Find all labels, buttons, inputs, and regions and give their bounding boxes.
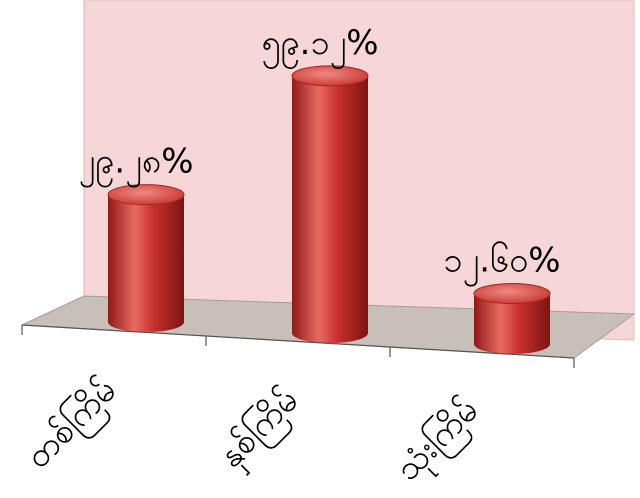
bar-body <box>292 75 368 343</box>
category-label: နှစ်ကြိမ် <box>211 380 311 480</box>
value-label: ၂၉.၂၈% <box>78 142 193 188</box>
x-axis <box>21 324 575 368</box>
bar <box>473 283 551 354</box>
value-labels-layer: ၂၉.၂၈% ၅၉.၁၂% ၁၂.၆၀% <box>78 23 560 287</box>
category-label: သုံးကြိမ် <box>387 390 490 493</box>
x-axis-line <box>21 324 575 359</box>
category-label: တစ်ကြိမ် <box>18 370 129 481</box>
bar-top <box>473 283 551 305</box>
bar-top <box>291 65 369 87</box>
bar-top <box>107 184 185 206</box>
value-label: ၁၂.၆၀% <box>443 241 560 287</box>
bar-body <box>474 293 550 354</box>
bar-body <box>108 194 184 332</box>
value-label: ၅၉.၁၂% <box>261 23 378 69</box>
bar <box>291 65 369 343</box>
bars-layer <box>107 65 551 354</box>
bar <box>107 184 185 332</box>
category-labels: တစ်ကြိမ် နှစ်ကြိမ် သုံးကြိမ် <box>18 370 491 493</box>
